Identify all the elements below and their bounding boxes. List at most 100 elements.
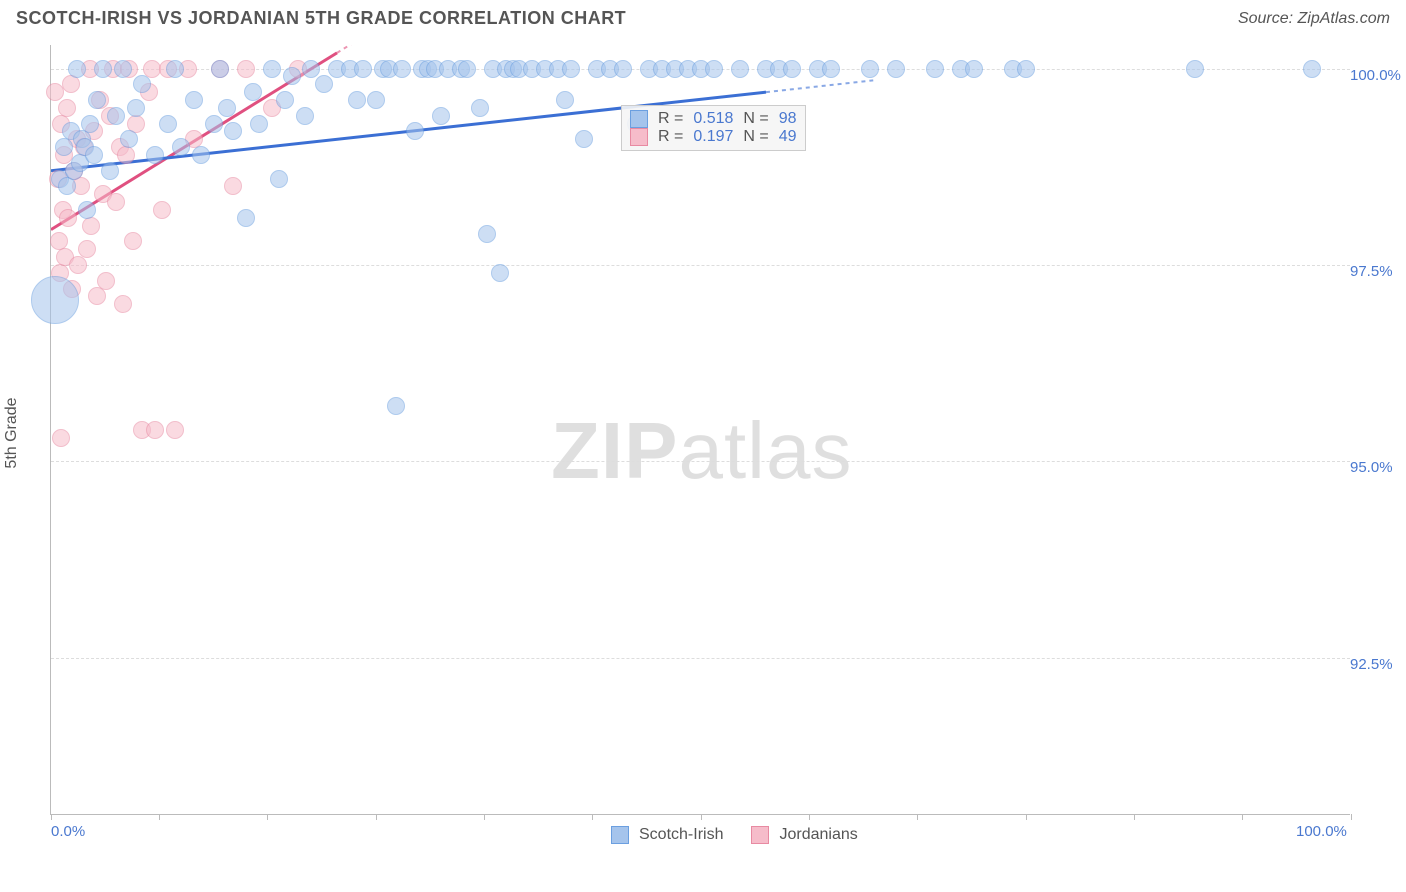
data-point-blue bbox=[224, 122, 242, 140]
data-point-pink bbox=[78, 240, 96, 258]
data-point-blue bbox=[575, 130, 593, 148]
legend-n-value: 98 bbox=[779, 110, 797, 128]
data-point-blue bbox=[185, 91, 203, 109]
legend-n-label: N = bbox=[743, 110, 768, 128]
scotch-irish-swatch bbox=[630, 110, 648, 128]
data-point-blue bbox=[263, 60, 281, 78]
data-point-pink bbox=[69, 256, 87, 274]
data-point-pink bbox=[153, 201, 171, 219]
data-point-blue bbox=[367, 91, 385, 109]
data-point-blue bbox=[965, 60, 983, 78]
data-point-pink bbox=[166, 421, 184, 439]
data-point-blue bbox=[205, 115, 223, 133]
data-point-blue bbox=[822, 60, 840, 78]
data-point-blue bbox=[926, 60, 944, 78]
y-tick-label: 95.0% bbox=[1350, 459, 1406, 476]
trend-lines bbox=[51, 45, 1351, 815]
data-point-blue bbox=[120, 130, 138, 148]
data-point-blue bbox=[491, 264, 509, 282]
legend-label: Scotch-Irish bbox=[639, 826, 723, 844]
legend-r-value: 0.518 bbox=[693, 110, 733, 128]
legend-n-value: 49 bbox=[779, 128, 797, 146]
data-point-blue bbox=[302, 60, 320, 78]
data-point-blue bbox=[114, 60, 132, 78]
data-point-blue bbox=[556, 91, 574, 109]
data-point-pink bbox=[237, 60, 255, 78]
x-tick-label: 0.0% bbox=[51, 823, 85, 840]
y-axis-label: 5th Grade bbox=[3, 397, 21, 468]
data-point-pink bbox=[146, 421, 164, 439]
chart-source: Source: ZipAtlas.com bbox=[1238, 10, 1390, 28]
data-point-blue bbox=[133, 75, 151, 93]
data-point-blue bbox=[31, 276, 79, 324]
data-point-pink bbox=[82, 217, 100, 235]
data-point-blue bbox=[562, 60, 580, 78]
data-point-blue bbox=[192, 146, 210, 164]
data-point-blue bbox=[250, 115, 268, 133]
data-point-blue bbox=[85, 146, 103, 164]
data-point-blue bbox=[88, 91, 106, 109]
scotch-irish-swatch bbox=[611, 826, 629, 844]
series-legend: Scotch-Irish Jordanians bbox=[611, 826, 876, 844]
data-point-blue bbox=[1186, 60, 1204, 78]
x-tick-label: 100.0% bbox=[1296, 823, 1347, 840]
data-point-blue bbox=[861, 60, 879, 78]
data-point-pink bbox=[117, 146, 135, 164]
x-tick-mark bbox=[1351, 814, 1352, 820]
data-point-blue bbox=[78, 201, 96, 219]
data-point-blue bbox=[94, 60, 112, 78]
data-point-pink bbox=[62, 75, 80, 93]
data-point-pink bbox=[114, 295, 132, 313]
data-point-blue bbox=[887, 60, 905, 78]
data-point-blue bbox=[270, 170, 288, 188]
data-point-blue bbox=[166, 60, 184, 78]
data-point-blue bbox=[387, 397, 405, 415]
data-point-blue bbox=[705, 60, 723, 78]
data-point-pink bbox=[88, 287, 106, 305]
data-point-pink bbox=[59, 209, 77, 227]
data-point-blue bbox=[244, 83, 262, 101]
data-point-blue bbox=[296, 107, 314, 125]
data-point-blue bbox=[127, 99, 145, 117]
data-point-pink bbox=[224, 177, 242, 195]
data-point-pink bbox=[58, 99, 76, 117]
data-point-blue bbox=[81, 115, 99, 133]
data-point-blue bbox=[237, 209, 255, 227]
data-point-blue bbox=[478, 225, 496, 243]
data-point-blue bbox=[172, 138, 190, 156]
data-point-blue bbox=[354, 60, 372, 78]
data-point-blue bbox=[1017, 60, 1035, 78]
legend-n-label: N = bbox=[743, 128, 768, 146]
data-point-blue bbox=[783, 60, 801, 78]
plot-area: ZIPatlas 100.0%97.5%95.0%92.5%0.0%100.0%… bbox=[50, 45, 1350, 815]
y-tick-label: 92.5% bbox=[1350, 656, 1406, 673]
data-point-blue bbox=[731, 60, 749, 78]
y-tick-label: 100.0% bbox=[1350, 67, 1406, 84]
jordanians-swatch bbox=[751, 826, 769, 844]
data-point-blue bbox=[107, 107, 125, 125]
data-point-blue bbox=[58, 177, 76, 195]
data-point-blue bbox=[146, 146, 164, 164]
data-point-blue bbox=[348, 91, 366, 109]
legend-label: Jordanians bbox=[779, 826, 857, 844]
data-point-blue bbox=[283, 67, 301, 85]
data-point-blue bbox=[458, 60, 476, 78]
data-point-pink bbox=[107, 193, 125, 211]
data-point-blue bbox=[393, 60, 411, 78]
chart-area: 5th Grade ZIPatlas 100.0%97.5%95.0%92.5%… bbox=[0, 33, 1406, 853]
data-point-pink bbox=[124, 232, 142, 250]
data-point-blue bbox=[211, 60, 229, 78]
data-point-blue bbox=[276, 91, 294, 109]
data-point-blue bbox=[406, 122, 424, 140]
data-point-blue bbox=[68, 60, 86, 78]
data-point-blue bbox=[315, 75, 333, 93]
data-point-blue bbox=[159, 115, 177, 133]
legend-r-value: 0.197 bbox=[693, 128, 733, 146]
data-point-blue bbox=[614, 60, 632, 78]
data-point-blue bbox=[101, 162, 119, 180]
data-point-blue bbox=[218, 99, 236, 117]
data-point-blue bbox=[471, 99, 489, 117]
y-tick-label: 97.5% bbox=[1350, 263, 1406, 280]
data-point-blue bbox=[55, 138, 73, 156]
data-point-blue bbox=[1303, 60, 1321, 78]
